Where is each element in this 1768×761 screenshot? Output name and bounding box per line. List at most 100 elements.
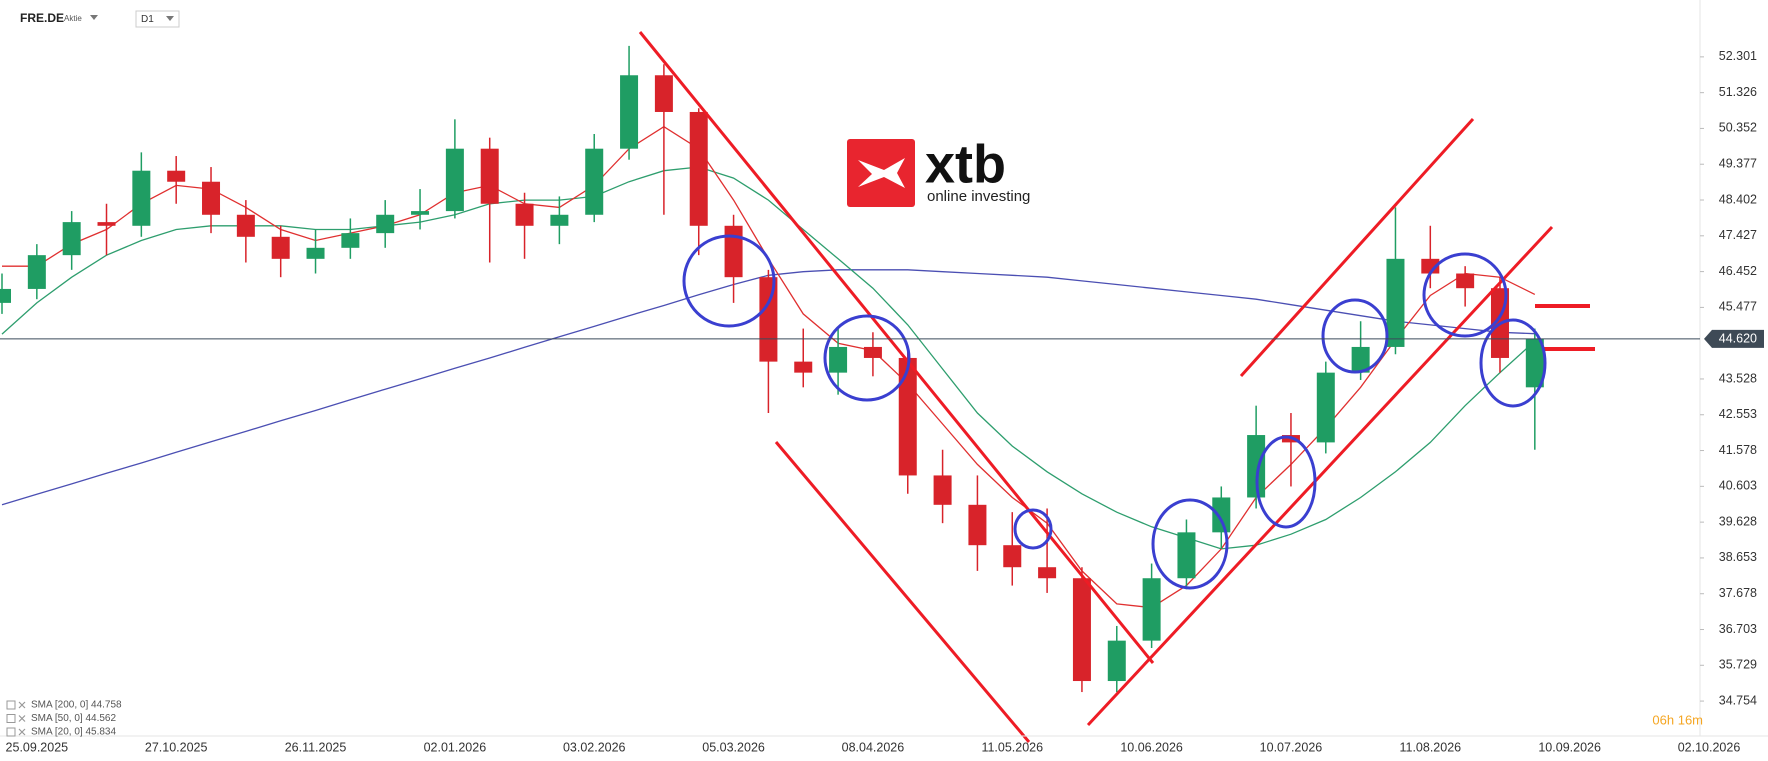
candle-body	[585, 148, 604, 215]
highlight	[1479, 318, 1547, 408]
candle-body	[829, 346, 848, 373]
logo-symbol	[858, 158, 905, 188]
candle-body	[1003, 545, 1022, 568]
y-tick-label: 46.452	[1719, 264, 1757, 278]
candle-body	[1247, 435, 1266, 498]
x-tick-label: 11.08.2026	[1399, 740, 1461, 754]
instrument-type: Aktie	[64, 14, 82, 23]
candle-body	[132, 170, 151, 226]
legend-icon	[6, 714, 16, 723]
logo: xtb online investing	[847, 134, 1030, 207]
legend-icon	[6, 727, 16, 737]
timeframe-box[interactable]	[135, 10, 180, 28]
y-tick-label: 50.352	[1719, 121, 1757, 135]
candle-body	[968, 504, 987, 546]
trend-line	[638, 31, 1155, 664]
x-tick-label: 27.10.2025	[145, 740, 208, 754]
y-tick-label: 45.477	[1719, 300, 1757, 314]
highlight	[1151, 498, 1229, 590]
x-tick-label: 05.03.2026	[702, 740, 765, 754]
highlight	[1321, 298, 1389, 374]
candle-body	[167, 170, 186, 182]
candle-body	[0, 288, 11, 303]
symbol[interactable]: FRE.DE	[20, 11, 64, 25]
candle-body	[1212, 497, 1231, 533]
highlight	[682, 234, 776, 328]
x-tick-label: 03.02.2026	[563, 740, 626, 754]
trend-line	[1086, 225, 1554, 727]
candle-body	[933, 475, 952, 505]
candle-body	[759, 277, 778, 362]
highlight	[1255, 435, 1317, 529]
x-tick-label: 25.09.2025	[6, 740, 69, 754]
candle-body	[863, 346, 882, 358]
legend-close	[18, 728, 26, 736]
candle-body	[1351, 346, 1370, 373]
candle-body	[480, 148, 499, 204]
candle-body	[27, 255, 46, 289]
candle-body	[97, 222, 116, 226]
trend-line	[774, 441, 1031, 743]
candle-body	[445, 148, 464, 212]
candle-body	[1107, 640, 1126, 682]
candle-body	[1072, 578, 1091, 682]
candle-body	[620, 75, 639, 149]
y-tick-label: 38.653	[1719, 550, 1757, 564]
y-tick-label: 51.326	[1719, 85, 1757, 99]
moving-average-line	[1, 166, 1536, 550]
x-tick-label: 02.01.2026	[424, 740, 487, 754]
legend-entry: SMA [20, 0] 45.834	[31, 727, 116, 738]
candle-body	[898, 357, 917, 476]
x-tick-label: 26.11.2025	[285, 740, 347, 754]
candle-body	[1386, 258, 1405, 347]
y-tick-label: 49.377	[1719, 157, 1757, 171]
candle-body	[1142, 578, 1161, 641]
candle-body	[550, 214, 569, 226]
candle-body	[689, 111, 708, 226]
highlight	[823, 314, 911, 402]
y-tick-label: 40.603	[1719, 479, 1757, 493]
y-tick-label: 43.528	[1719, 371, 1757, 385]
candle-layer	[0, 45, 1544, 693]
header: FRE.DE Aktie D1	[20, 10, 180, 28]
dropdown-arrow[interactable]	[90, 15, 98, 20]
y-tick-label: 36.703	[1719, 622, 1757, 636]
candle-body	[411, 211, 430, 215]
y-tick-label: 37.678	[1719, 586, 1757, 600]
candle-body	[236, 214, 255, 237]
x-tick-label: 11.05.2026	[981, 740, 1043, 754]
trend-lines	[638, 31, 1595, 743]
x-tick-label: 08.04.2026	[842, 740, 905, 754]
legend-close	[18, 701, 26, 709]
dropdown-arrow[interactable]	[166, 16, 174, 21]
legend-icon	[6, 700, 16, 710]
candle-body	[202, 181, 221, 215]
current-price-label: 44.620	[1719, 332, 1757, 346]
candle-body	[1316, 372, 1335, 443]
y-tick-label: 35.729	[1719, 658, 1757, 672]
y-tick-label: 48.402	[1719, 192, 1757, 206]
candle-body	[271, 236, 290, 259]
candle-body	[794, 361, 813, 373]
y-tick-label: 47.427	[1719, 228, 1757, 242]
candle-body	[654, 75, 673, 112]
y-tick-label: 42.553	[1719, 407, 1757, 421]
x-tick-label: 02.10.2026	[1678, 740, 1741, 754]
candle-body	[1177, 532, 1196, 579]
candle-body	[1456, 273, 1475, 289]
timeframe[interactable]: D1	[141, 14, 154, 25]
current-price-box	[1704, 329, 1764, 348]
logo-brand: xtb	[925, 134, 1006, 194]
legend-entry: SMA [50, 0] 44.562	[31, 713, 116, 724]
candle-body	[1038, 567, 1057, 579]
x-tick-label: 10.06.2026	[1120, 740, 1183, 754]
y-tick-label: 34.754	[1719, 693, 1757, 707]
countdown: 06h 16m	[1652, 712, 1703, 727]
legend-close	[18, 715, 26, 722]
highlight	[1013, 508, 1053, 550]
candle-body	[1525, 338, 1544, 388]
candle-body	[376, 214, 395, 234]
